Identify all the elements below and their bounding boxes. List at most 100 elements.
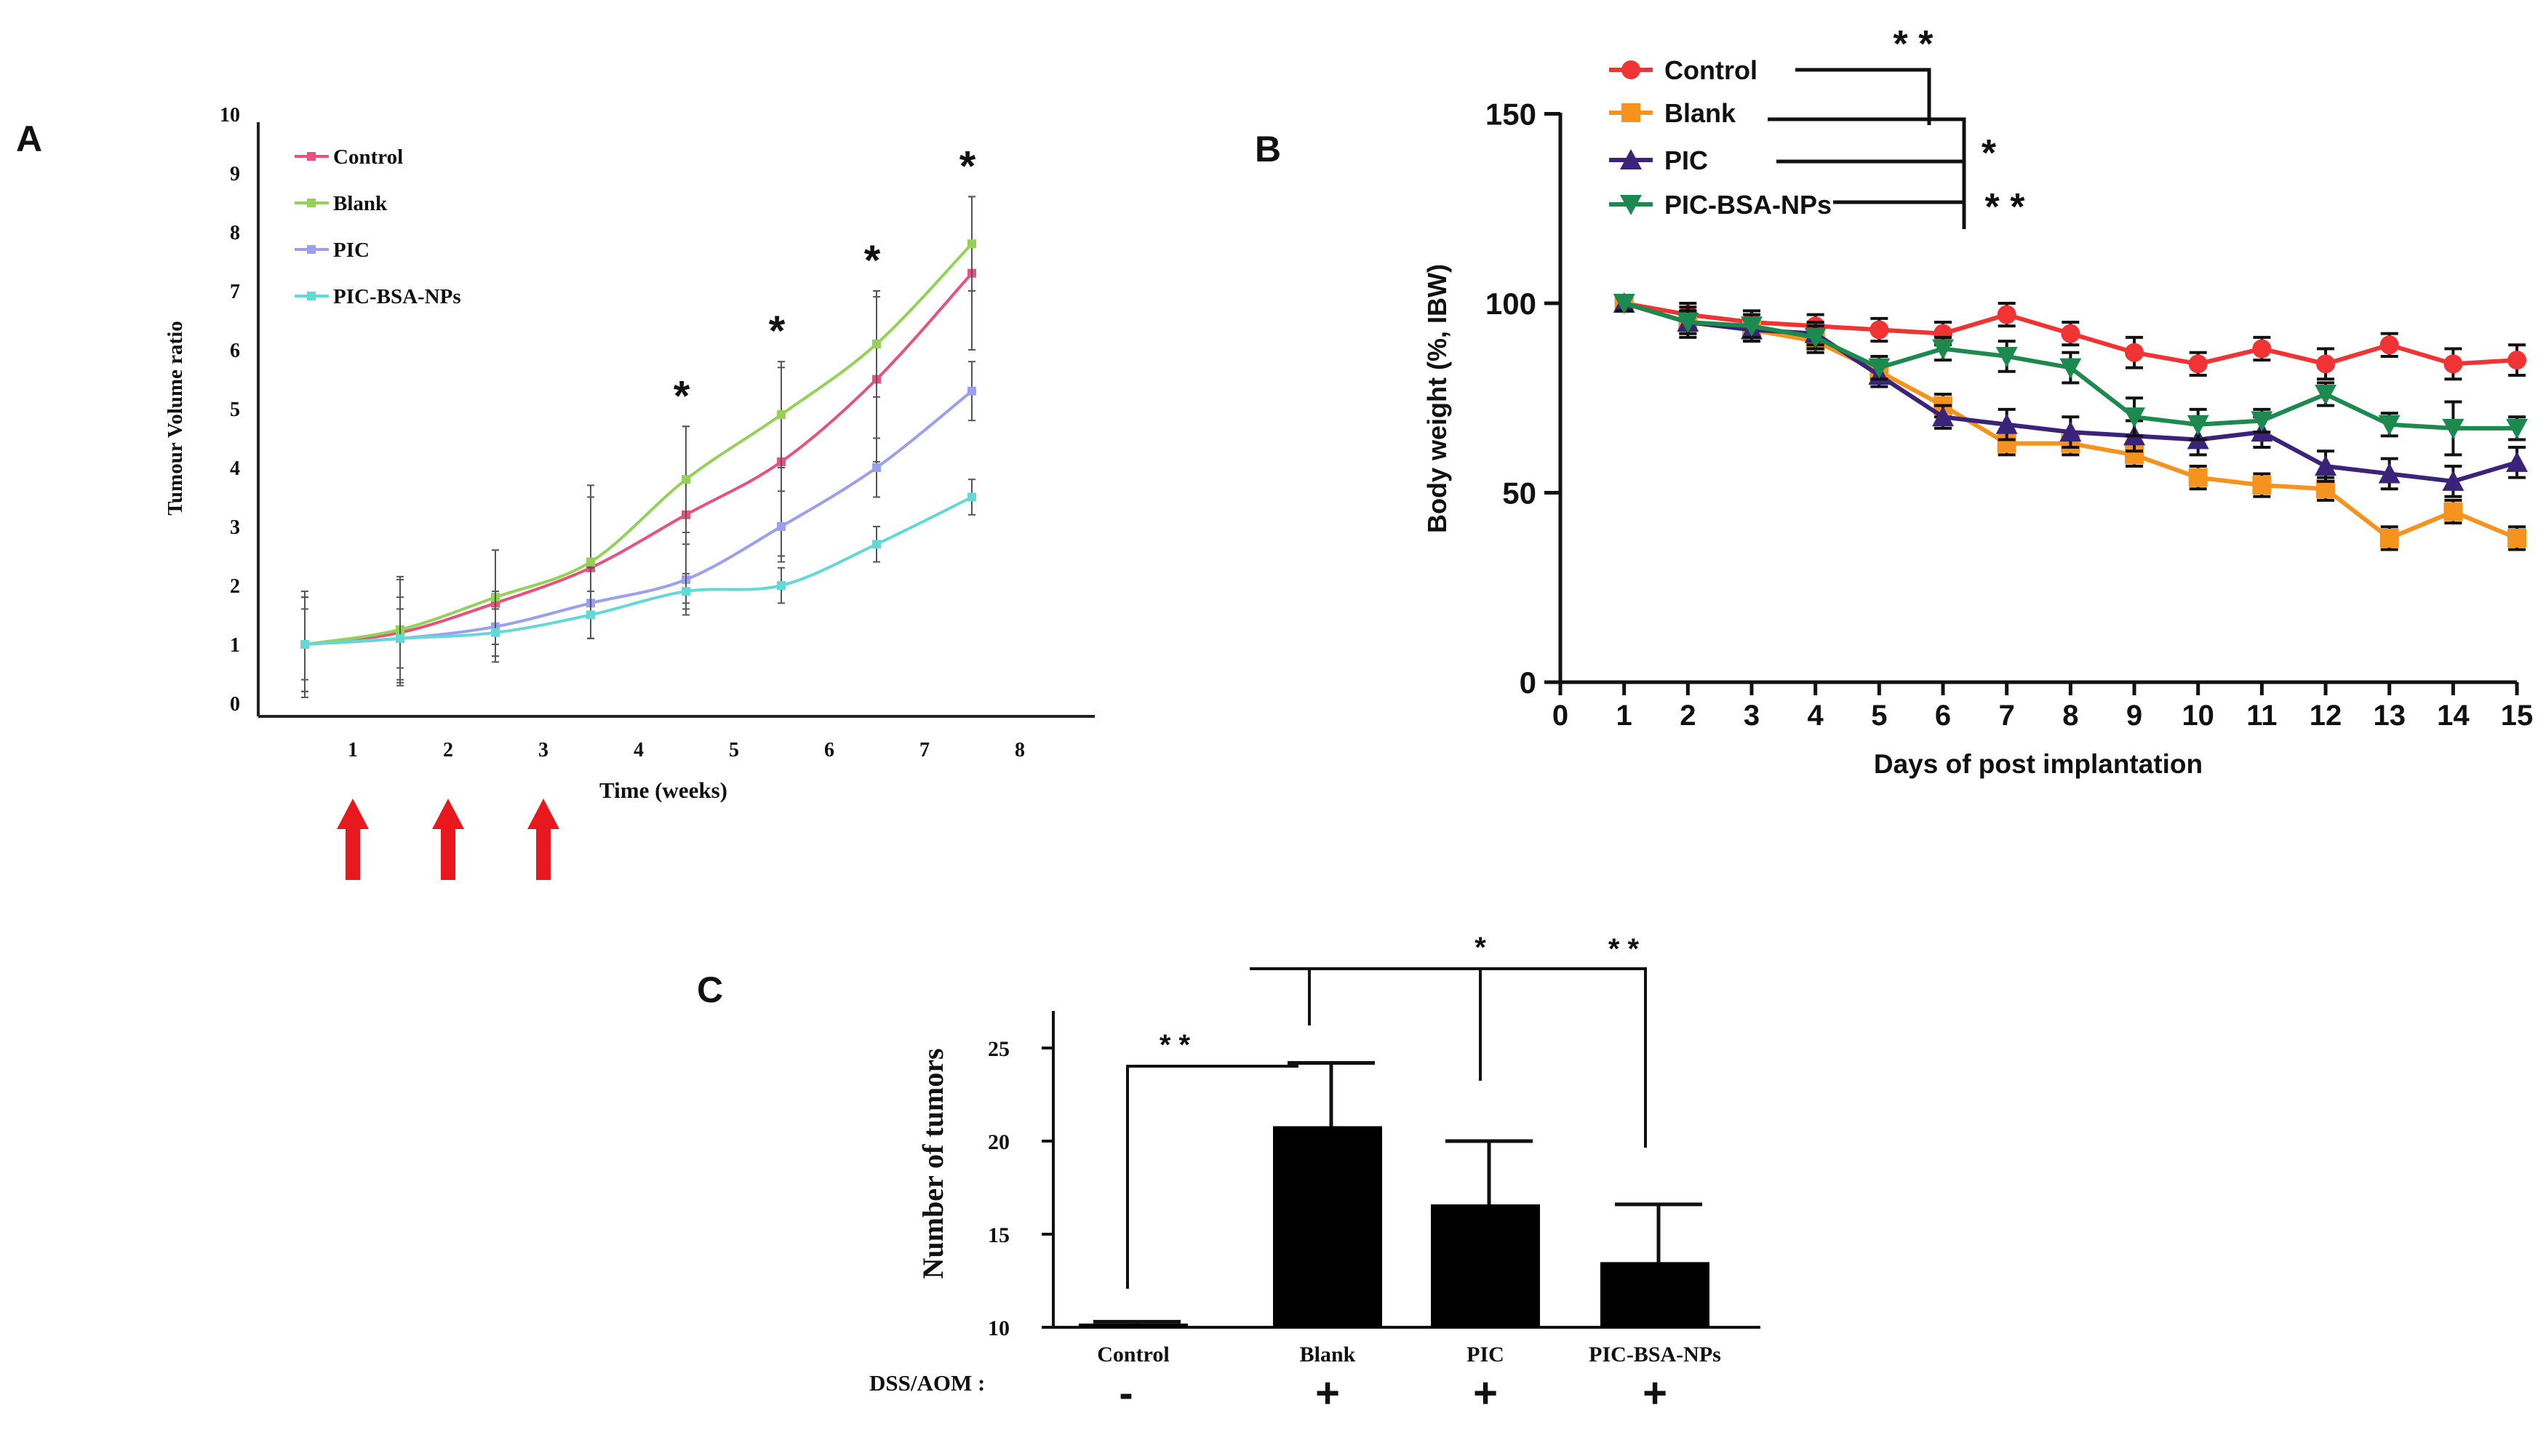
chart-c-sig-pic-bsa-nps-vs-blank: * *	[1608, 933, 1640, 965]
chart-b-point	[1613, 294, 1635, 314]
arrow-shaft	[346, 825, 360, 880]
chart-b-point	[2061, 324, 2080, 343]
chart-b-ytick-label: 50	[1502, 476, 1536, 511]
chart-c-ytick-label: 20	[988, 1130, 1010, 1154]
chart-c-sig-blank-vs-control: * *	[1160, 1029, 1191, 1061]
chart-b-point	[2188, 354, 2208, 374]
chart-b-legend-item-control: Control	[1609, 55, 1757, 85]
chart-c-bar-control	[1079, 1323, 1188, 1327]
chart-a-point	[777, 410, 786, 420]
chart-a: 0 1 2 3 4 5 6 7 8 9 10 1 2 3 4 5 6 7 8 * * * * Control Blank P…	[164, 104, 1095, 880]
chart-c-category-label: PIC-BSA-NPs	[1589, 1343, 1721, 1367]
chart-a-ytick-label: 5	[230, 399, 240, 421]
chart-a-xtick-label: 3	[538, 739, 548, 761]
chart-b-xtick-label: 0	[1552, 700, 1568, 732]
arrow-shaft	[536, 825, 551, 880]
chart-b-legend-label: Control	[1664, 55, 1757, 85]
chart-a-series-line	[304, 272, 973, 646]
chart-b-point	[2123, 407, 2146, 428]
chart-b-point	[2315, 385, 2337, 406]
chart-b-point	[2443, 354, 2463, 374]
treatment-arrow-icon	[337, 799, 369, 880]
chart-a-ytick-label: 10	[220, 104, 240, 127]
chart-b-sig-vs-pic-bsa-nps: * *	[1985, 186, 2026, 228]
chart-b-xtick-label: 13	[2373, 700, 2406, 732]
chart-c-bar-blank	[1273, 1126, 1382, 1327]
chart-b-series-pic-bsa-nps	[1613, 294, 2529, 457]
chart-a-xtick-label: 8	[1015, 739, 1025, 761]
chart-a-xtick-label: 1	[348, 739, 358, 761]
chart-a-xtick-label: 2	[443, 739, 453, 761]
chart-a-legend-item-control: Control	[295, 145, 403, 169]
chart-b-xlabel: Days of post implantation	[1874, 749, 2203, 779]
chart-a-ylabel: Tumour Volume ratio	[164, 321, 187, 516]
chart-c-row-label: DSS/AOM :	[869, 1370, 985, 1396]
chart-b-legend-marker	[1620, 195, 1642, 215]
chart-a-legend-marker	[307, 199, 316, 207]
chart-a-ytick-label: 3	[230, 516, 240, 539]
chart-b-point	[2059, 358, 2082, 379]
chart-c-significance-brackets: * * * * *	[1126, 932, 1647, 1289]
panel-label-c: C	[697, 969, 723, 1010]
chart-a-point	[396, 633, 404, 643]
chart-b-xtick-label: 8	[2062, 700, 2078, 732]
chart-b-series-control	[1614, 294, 2527, 381]
chart-b-point	[2188, 468, 2208, 487]
chart-c-category-label: Blank	[1300, 1343, 1356, 1367]
chart-b-point	[2315, 455, 2337, 476]
chart-c-bar-pic-bsa-nps	[1600, 1262, 1709, 1327]
chart-a-ytick-label: 6	[230, 340, 240, 362]
chart-b-point	[2442, 418, 2465, 439]
chart-c-bar-pic	[1431, 1204, 1540, 1327]
chart-a-point	[872, 540, 881, 549]
chart-c-bar-group-pic	[1431, 1139, 1540, 1327]
chart-a-significance-star: *	[769, 308, 786, 355]
chart-a-ytick-label: 4	[230, 457, 240, 480]
chart-a-ytick-label: 9	[230, 163, 240, 185]
chart-a-xtick-label: 7	[919, 739, 930, 761]
chart-b-xtick-label: 15	[2501, 700, 2534, 732]
chart-a-point	[967, 239, 976, 249]
chart-b-xtick-label: 3	[1744, 700, 1760, 732]
chart-a-ytick-label: 1	[230, 634, 240, 657]
chart-a-xtick-label: 6	[824, 739, 834, 761]
chart-c-dss-aom-value: +	[1315, 1369, 1340, 1417]
chart-b-xtick-label: 1	[1616, 700, 1632, 732]
chart-a-series-line	[304, 495, 973, 646]
chart-b-point	[2379, 335, 2399, 355]
panel-label-a: A	[16, 119, 42, 159]
chart-b-point	[2252, 339, 2272, 359]
chart-b-legend-label: PIC	[1664, 145, 1708, 175]
chart-a-significance-star: *	[674, 372, 690, 420]
chart-a-point	[967, 386, 976, 396]
chart-a-legend-marker	[307, 245, 316, 254]
chart-b-legend-label: Blank	[1664, 98, 1736, 128]
chart-b-legend-label: PIC-BSA-NPs	[1664, 190, 1832, 220]
chart-b-ytick-label: 0	[1520, 665, 1536, 700]
chart-b-xtick-label: 5	[1871, 700, 1887, 732]
chart-b-point	[1932, 339, 1955, 360]
chart-a-point	[967, 492, 976, 502]
arrow-head	[337, 799, 369, 829]
chart-a-point	[586, 610, 595, 620]
chart-b-point	[1868, 358, 1891, 379]
chart-a-series-line	[304, 390, 973, 646]
chart-b-point	[2125, 343, 2144, 362]
chart-b-point	[2251, 411, 2273, 432]
chart-b-xtick-label: 12	[2310, 700, 2342, 732]
chart-a-legend-item-pic-bsa-nps: PIC-BSA-NPs	[295, 285, 461, 308]
chart-a-legend-label: PIC-BSA-NPs	[333, 285, 461, 308]
chart-c-ytick-label: 15	[988, 1223, 1010, 1247]
chart-a-ytick-label: 8	[230, 222, 240, 244]
chart-b-xtick-label: 6	[1935, 700, 1951, 732]
chart-a-legend-marker	[307, 292, 316, 300]
chart-a-point	[586, 557, 595, 567]
chart-a-point	[682, 475, 690, 484]
chart-b-legend-item-pic: PIC	[1609, 145, 1708, 175]
chart-b-point	[1804, 327, 1827, 348]
chart-b-point	[2507, 529, 2527, 548]
chart-b-ytick-label: 150	[1485, 97, 1536, 132]
chart-a-point	[872, 463, 881, 472]
